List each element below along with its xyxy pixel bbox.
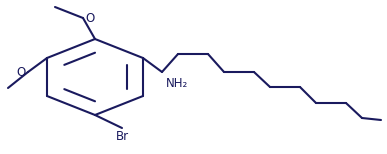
Text: O: O xyxy=(17,65,26,79)
Text: NH₂: NH₂ xyxy=(166,77,188,90)
Text: Br: Br xyxy=(115,130,128,143)
Text: O: O xyxy=(85,12,94,24)
